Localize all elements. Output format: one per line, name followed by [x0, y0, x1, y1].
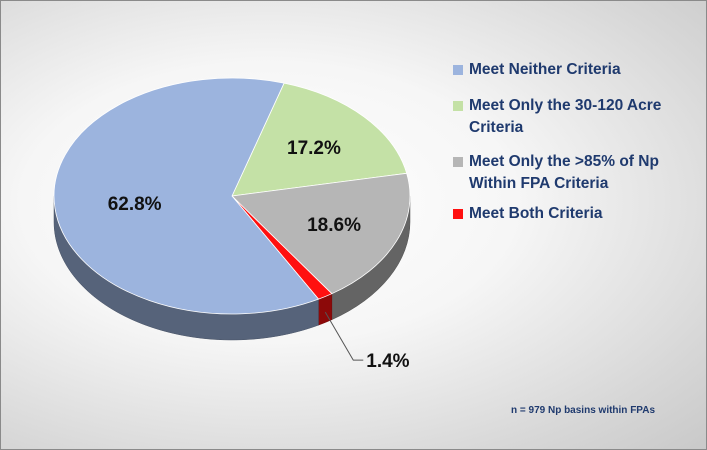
leader-line [324, 311, 364, 361]
legend-item: Meet Only the 30-120 Acre Criteria [453, 95, 703, 139]
legend-item: Meet Only the >85% of Np Within FPA Crite… [453, 151, 703, 195]
legend-swatch [453, 101, 463, 111]
legend-item: Meet Both Criteria [453, 203, 703, 225]
legend: Meet Neither Criteria Meet Only the 30-12… [453, 59, 703, 225]
legend-label: Meet Only the >85% of Np [469, 153, 659, 170]
sample-size-note: n = 979 Np basins within FPAs [511, 405, 656, 416]
legend-label: Meet Both Criteria [469, 205, 603, 222]
legend-label: Within FPA Criteria [469, 175, 609, 192]
slice-only-np-criteria [231, 172, 411, 295]
legend-swatch [453, 157, 463, 167]
label-neither-criteria: 62.8% [108, 194, 162, 215]
legend-label: Criteria [469, 119, 524, 136]
slice-only-acre-criteria [231, 82, 408, 197]
label-both-criteria: 1.4% [366, 351, 409, 372]
legend-label: Meet Only the 30-120 Acre [469, 97, 662, 114]
legend-swatch [453, 65, 463, 75]
label-only-np-criteria: 18.6% [307, 215, 361, 236]
label-only-acre-criteria: 17.2% [287, 138, 341, 159]
legend-label: Meet Neither Criteria [469, 61, 621, 78]
slice-neither-criteria [53, 77, 320, 315]
legend-swatch [453, 209, 463, 219]
legend-item: Meet Neither Criteria [453, 59, 703, 81]
